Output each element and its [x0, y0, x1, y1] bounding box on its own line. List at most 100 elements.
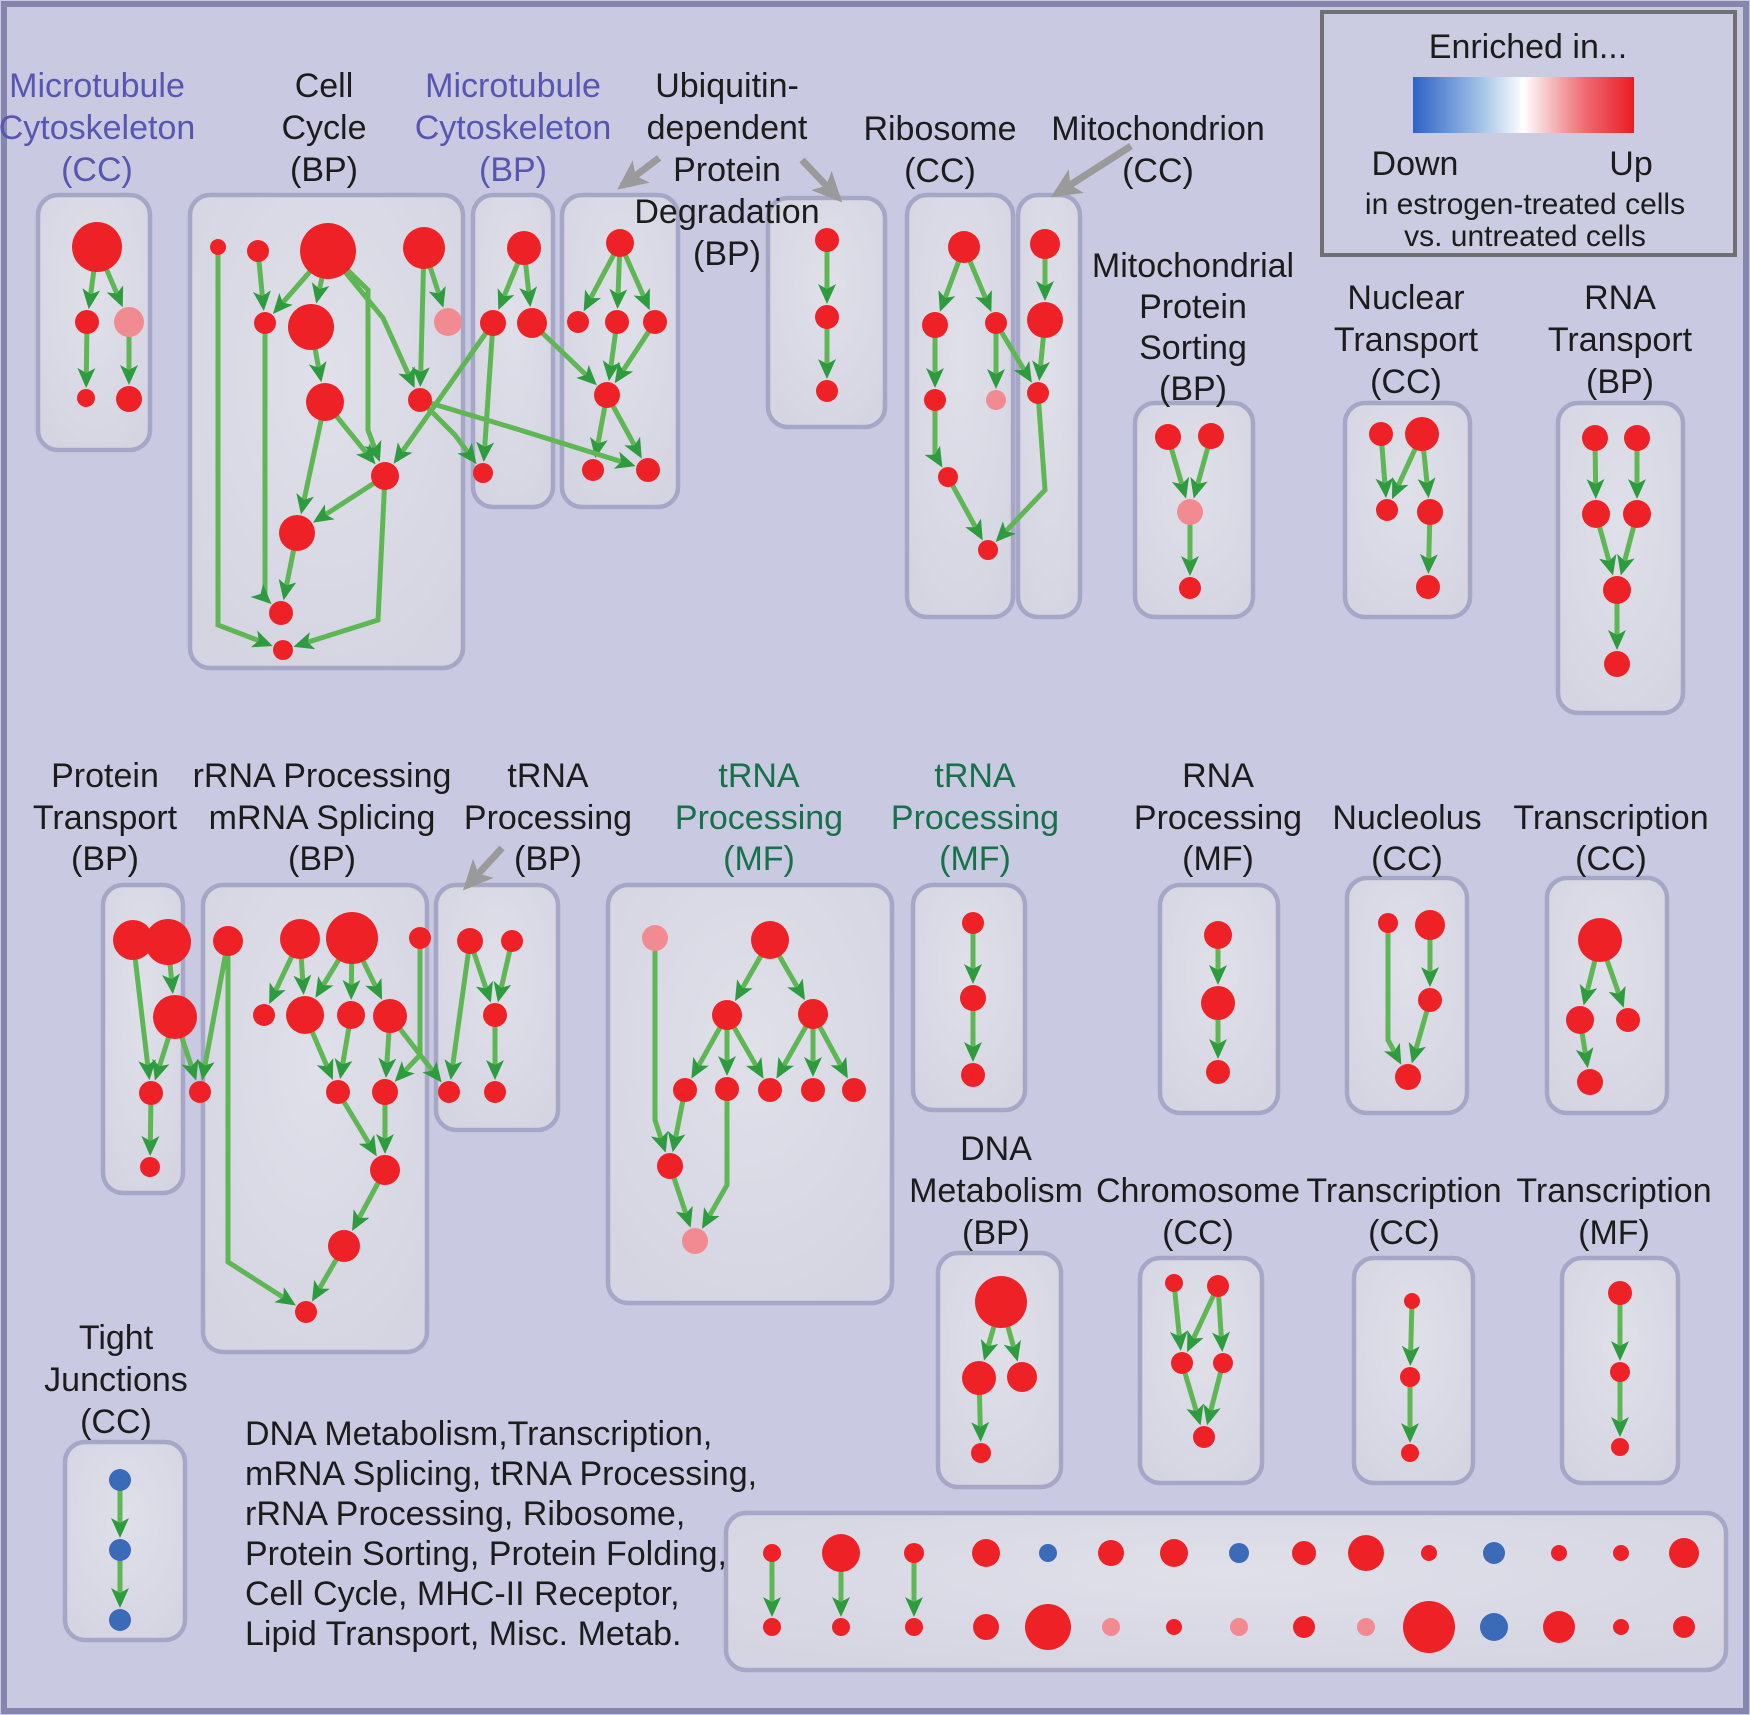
dna-metabolism-node-1 [962, 1361, 996, 1395]
rna-transport-node-3 [1623, 500, 1651, 528]
rna-processing-mf-node-1 [1201, 986, 1235, 1020]
cell-cycle-node-5 [288, 304, 334, 350]
ribosome-cc-node-6 [978, 540, 998, 560]
misc-panel-node-27 [1543, 1611, 1575, 1643]
trna-processing-mf-large-node-0 [642, 925, 668, 951]
rrna-processing-mrna-splicing-node-1 [280, 919, 320, 959]
ubiquitin-degradation-label-line-2: Protein [673, 151, 781, 189]
nucleolus-cc-label-line-1: (CC) [1371, 840, 1443, 878]
cell-cycle-label-line-0: Cell [295, 67, 354, 105]
nucleolus-cc-node-3 [1395, 1064, 1421, 1090]
ubiquitin-degradation-node-1 [567, 311, 589, 333]
cell-cycle-edge-11 [250, 323, 272, 605]
microtubule-cytoskeleton-cc-node-2 [114, 307, 144, 337]
cell-cycle-edge-4 [326, 249, 415, 389]
transcription-cc-mid-node-2 [1616, 1008, 1640, 1032]
trna-processing-mf-large-node-5 [715, 1077, 739, 1101]
ribosome-cc-label-line-0: Ribosome [863, 110, 1016, 148]
rna-transport-label-line-1: Transport [1548, 321, 1693, 359]
dna-metabolism-box [935, 1250, 1064, 1490]
tight-junctions-node-2 [109, 1609, 131, 1631]
cell-cycle-node-3 [403, 227, 445, 269]
rrna-processing-mrna-splicing-label-line-0: rRNA Processing [193, 757, 452, 795]
trna-processing-mf-large-label-line-2: (MF) [723, 840, 795, 878]
trna-processing-mf-large-node-10 [682, 1228, 708, 1254]
misc-panel-node-11 [1483, 1542, 1505, 1564]
rrna-processing-mrna-splicing-edge-0 [196, 940, 231, 1081]
microtubule-cytoskeleton-bp-node-1 [480, 310, 506, 336]
chromosome-cc-node-0 [1165, 1274, 1183, 1292]
trna-processing-bp-edge-2 [444, 940, 473, 1081]
cell-cycle-node-0 [210, 239, 226, 255]
ubiquitin-degradation-label-line-1: dependent [647, 109, 808, 147]
misc-panel-node-22 [1230, 1618, 1248, 1636]
rna-transport-node-1 [1624, 425, 1650, 451]
protein-transport-node-1 [145, 919, 191, 965]
nucleolus-cc-label-line-0: Nucleolus [1332, 799, 1481, 837]
nucleolus-cc-edge-1 [1383, 923, 1402, 1065]
ubiquitin-chain-node-2 [816, 380, 838, 402]
ubiquitin-degradation-node-3 [643, 310, 667, 334]
cross-link-1 [419, 397, 636, 469]
transcription-cc-bottom-node-1 [1400, 1367, 1420, 1387]
rrna-processing-mrna-splicing-node-13 [295, 1301, 317, 1323]
misc-panel-node-29 [1673, 1616, 1695, 1638]
label-pointer-arrow-0 [617, 155, 662, 190]
transcription-mf-node-2 [1611, 1438, 1629, 1456]
nuclear-transport-label-line-2: (CC) [1370, 363, 1442, 401]
cell-cycle-node-1 [247, 240, 269, 262]
microtubule-cytoskeleton-bp-node-2 [517, 308, 547, 338]
mitochondrial-protein-sorting-node-0 [1155, 424, 1181, 450]
label-pointer-arrow-3 [462, 845, 505, 891]
cell-cycle-node-10 [279, 515, 315, 551]
rna-processing-mf-label-line-0: RNA [1182, 757, 1254, 795]
rrna-processing-mrna-splicing-node-4 [253, 1004, 275, 1026]
mitochondrial-protein-sorting-label-line-0: Mitochondrial [1092, 247, 1294, 285]
chromosome-cc-edge-1 [1186, 1284, 1221, 1353]
protein-transport-label-line-0: Protein [51, 757, 159, 795]
cell-cycle-node-4 [254, 312, 276, 334]
microtubule-cytoskeleton-bp-edge-2 [476, 322, 496, 463]
rrna-processing-mrna-splicing-node-11 [370, 1155, 400, 1185]
misc-panel-node-0 [763, 1544, 781, 1562]
ubiquitin-degradation-node-5 [582, 459, 604, 481]
misc-panel-node-21 [1166, 1619, 1182, 1635]
mitochondrial-protein-sorting-label-line-3: (BP) [1159, 370, 1227, 408]
chromosome-cc-edge-0 [1169, 1282, 1188, 1352]
transcription-cc-mid-box [1544, 875, 1670, 1116]
rrna-processing-mrna-splicing-node-3 [409, 927, 431, 949]
trna-processing-mf-small-node-0 [962, 912, 984, 934]
transcription-cc-mid-node-0 [1578, 918, 1622, 962]
chromosome-cc-label-line-1: (CC) [1162, 1214, 1234, 1252]
misc-panel-node-19 [1025, 1604, 1071, 1650]
nuclear-transport-node-0 [1369, 422, 1393, 446]
dna-metabolism-node-2 [1007, 1362, 1037, 1392]
mitochondrion-cc-box [1015, 192, 1083, 620]
misc-panel-node-5 [1098, 1540, 1124, 1566]
rrna-processing-mrna-splicing-node-8 [189, 1081, 211, 1103]
trna-processing-mf-large-edge-8 [650, 938, 669, 1153]
protein-transport-node-2 [153, 995, 197, 1039]
transcription-mf-node-0 [1608, 1281, 1632, 1305]
rrna-processing-mrna-splicing-node-12 [328, 1230, 360, 1262]
misc-panel-node-24 [1357, 1618, 1375, 1636]
note-block-line-2: rRNA Processing, Ribosome, [245, 1495, 685, 1533]
legend-subtitle-line-2: vs. untreated cells [1404, 220, 1646, 253]
cell-cycle-node-6 [434, 308, 462, 336]
transcription-cc-mid-node-3 [1577, 1069, 1603, 1095]
ubiquitin-degradation-node-4 [594, 382, 620, 408]
cross-link-5 [995, 392, 1048, 543]
trna-processing-mf-large-node-6 [758, 1078, 782, 1102]
rrna-processing-mrna-splicing-node-7 [373, 999, 407, 1033]
chromosome-cc-node-2 [1171, 1352, 1193, 1374]
protein-transport-label-line-1: Transport [33, 799, 178, 837]
transcription-mf-label-line-1: (MF) [1578, 1214, 1650, 1252]
ubiquitin-degradation-node-0 [606, 229, 634, 257]
chromosome-cc-box [1137, 1255, 1265, 1486]
transcription-cc-bottom-node-0 [1404, 1293, 1420, 1309]
transcription-cc-mid-node-1 [1566, 1006, 1594, 1034]
note-block-line-0: DNA Metabolism,Transcription, [245, 1415, 712, 1453]
ubiquitin-chain-node-0 [815, 228, 839, 252]
tight-junctions-node-1 [109, 1539, 131, 1561]
